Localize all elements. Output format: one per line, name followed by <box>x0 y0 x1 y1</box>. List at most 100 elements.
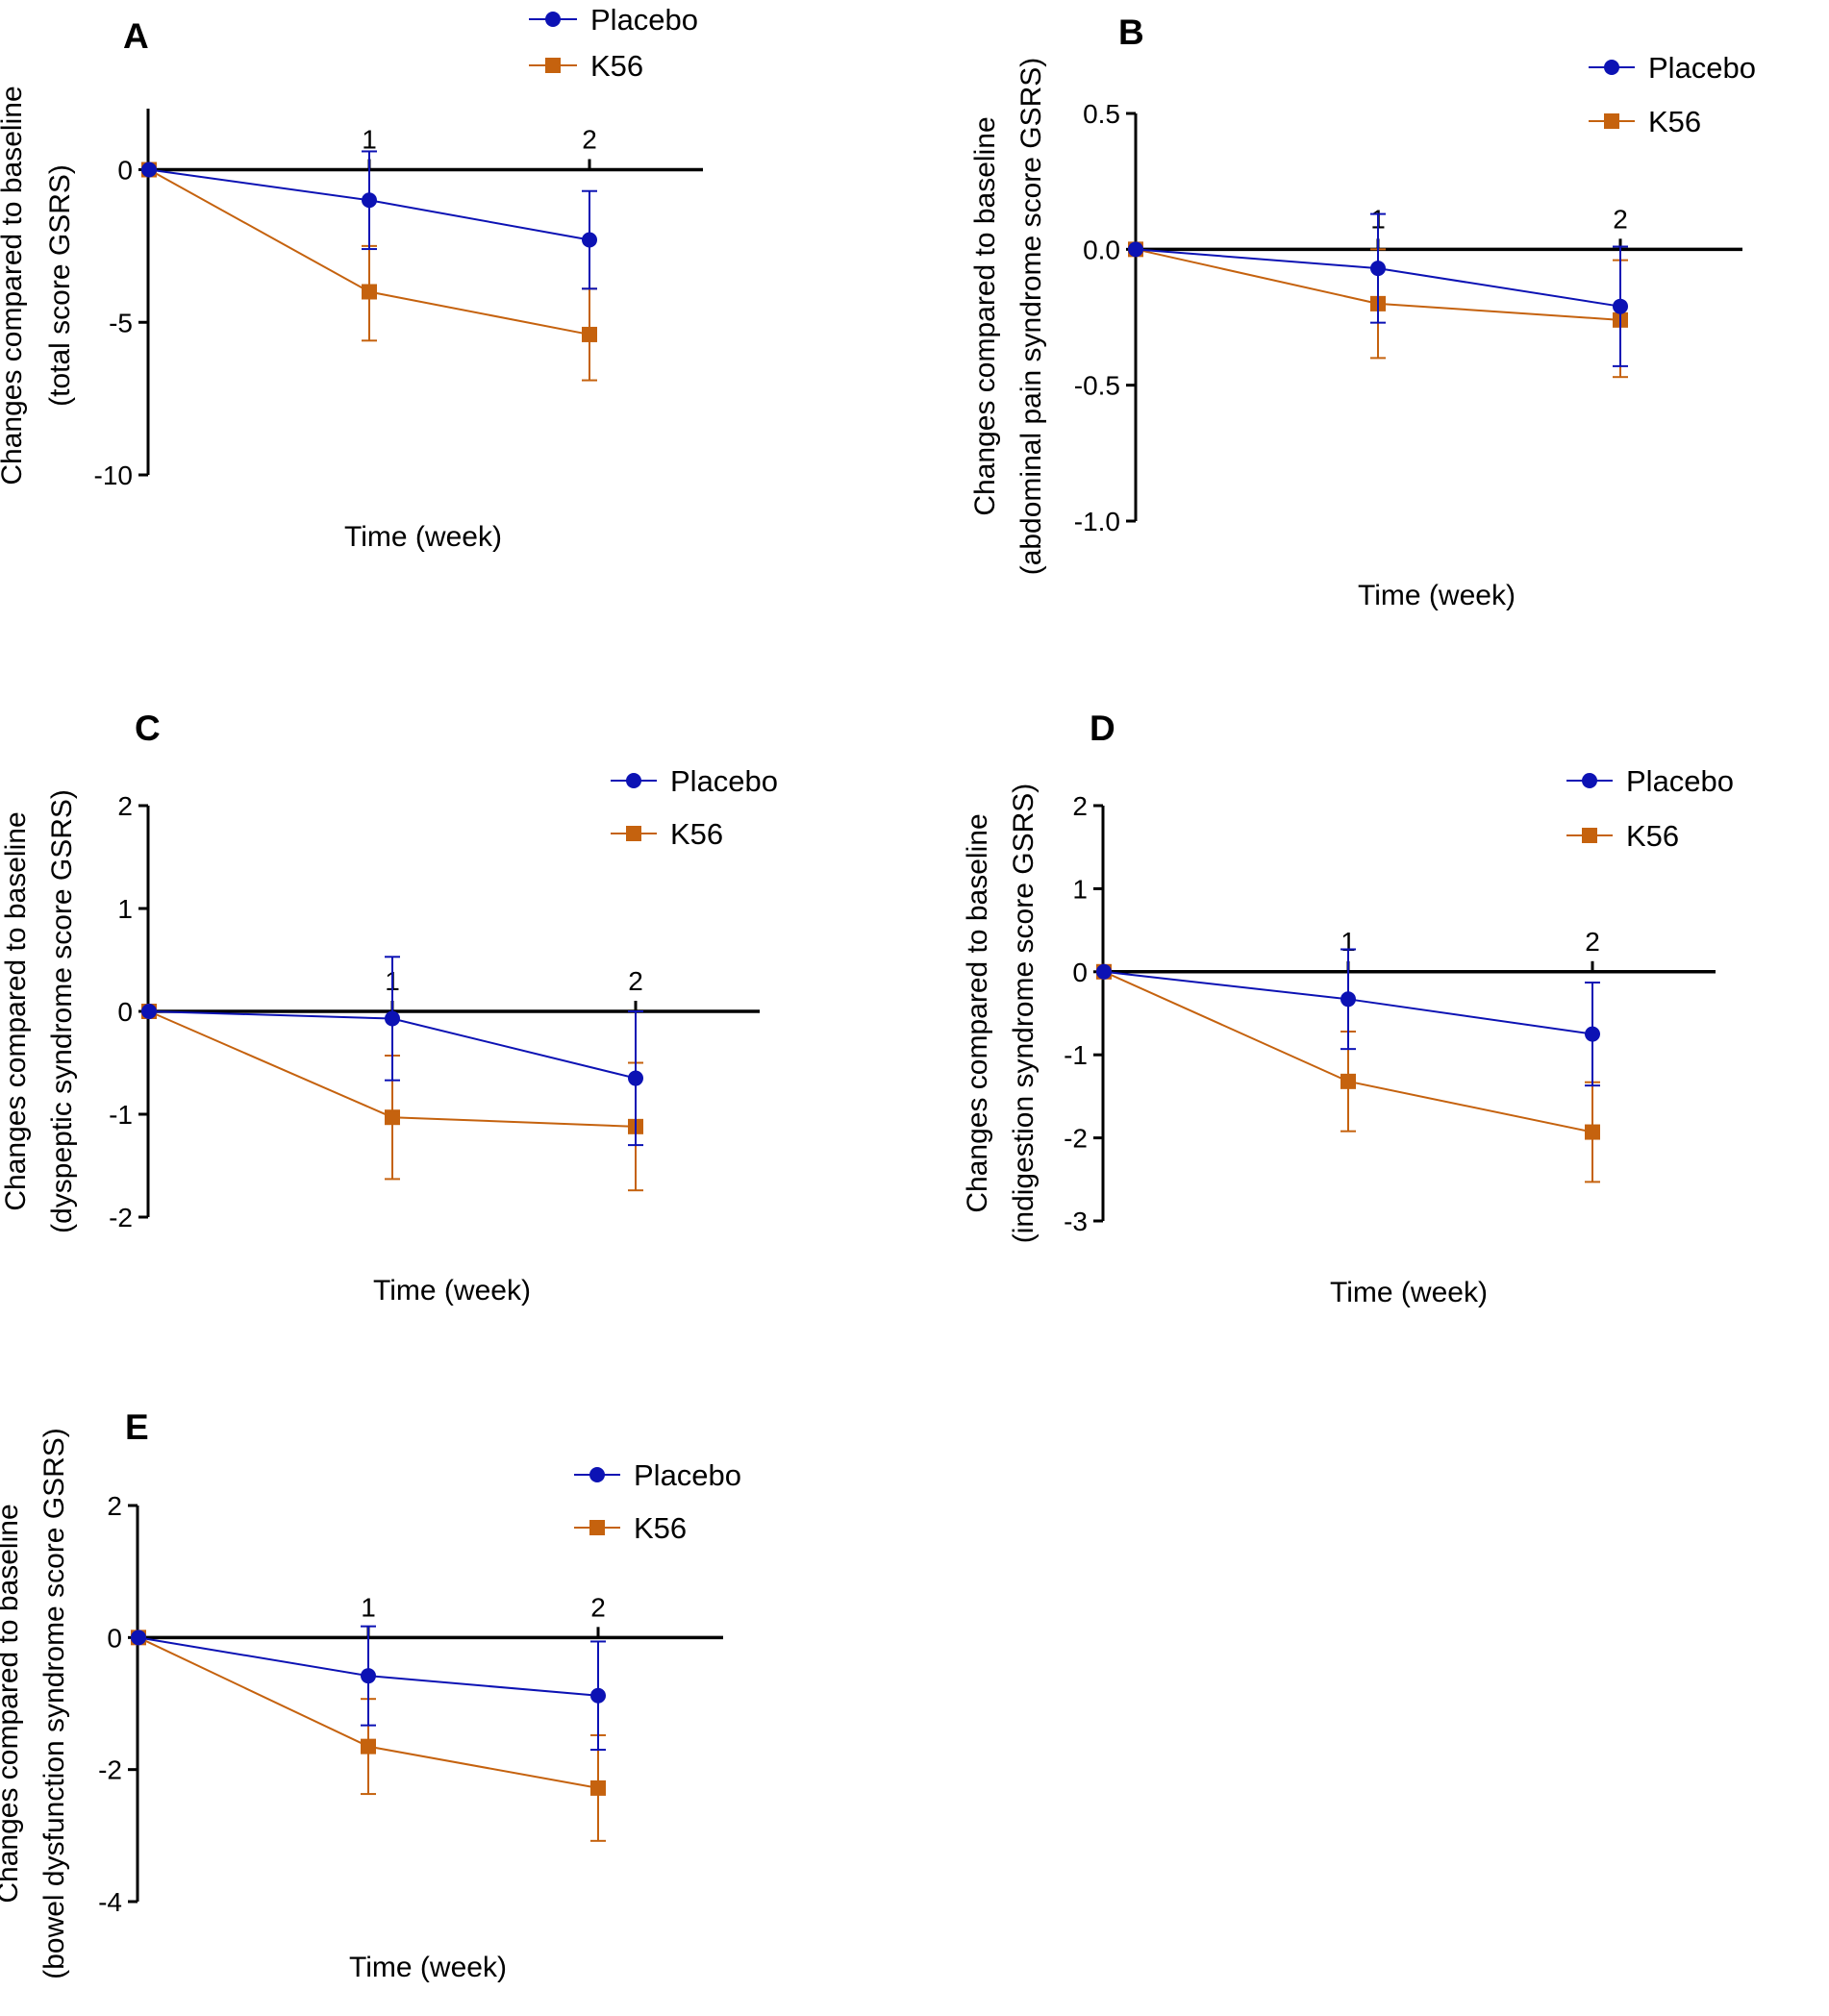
x-axis-label: Time (week) <box>349 1952 507 1983</box>
y-tick-label: -2 <box>109 1203 133 1232</box>
data-point <box>141 1004 157 1019</box>
legend-label: Placebo <box>670 764 778 798</box>
x-tick-label: 2 <box>590 1592 606 1622</box>
legend-label: Placebo <box>1626 764 1734 798</box>
y-tick-label: 0 <box>1072 958 1088 987</box>
legend-marker <box>589 1520 605 1535</box>
legend-marker <box>545 58 561 73</box>
panel-letter: C <box>135 709 161 748</box>
data-point <box>1128 241 1143 258</box>
legend: Placebo K56 <box>529 3 698 83</box>
y-tick-label: -0.5 <box>1074 371 1120 401</box>
panel-letter: B <box>1118 12 1144 52</box>
legend-marker <box>1604 113 1619 129</box>
data-point <box>628 1070 643 1086</box>
y-tick-label: -1 <box>1064 1040 1088 1070</box>
x-axis-label: Time (week) <box>1330 1277 1488 1308</box>
y-axis-label: Changes compared to baseline <box>0 811 32 1210</box>
legend-label: K56 <box>1626 819 1679 853</box>
y-tick-label: -10 <box>94 460 133 490</box>
legend-marker <box>545 12 561 27</box>
data-point <box>141 162 157 178</box>
x-tick-label: 2 <box>1613 204 1628 234</box>
legend-marker <box>1582 773 1597 788</box>
data-point <box>131 1630 146 1646</box>
legend-label: Placebo <box>590 3 698 37</box>
y-axis-label: Changes compared to baseline <box>962 813 993 1212</box>
x-tick-label: 1 <box>361 1592 376 1622</box>
x-axis-label: Time (week) <box>373 1275 531 1307</box>
data-point <box>361 1738 376 1755</box>
y-axis-label: (dyspeptic syndrome score GSRS) <box>46 789 78 1233</box>
legend: Placebo K56 <box>574 1458 741 1545</box>
data-point <box>385 1109 400 1126</box>
y-axis-label: Changes compared to baseline <box>969 116 1001 515</box>
y-tick-label: -2 <box>1064 1124 1088 1154</box>
data-point <box>1340 1073 1356 1089</box>
data-point <box>582 326 597 342</box>
y-tick-label: 0.0 <box>1083 235 1120 264</box>
y-tick-label: 1 <box>117 894 133 924</box>
panel-e: E 2 0 -2 -4 1 2 Changes compared to baseline (bo… <box>0 1407 741 1983</box>
data-point <box>1340 991 1356 1008</box>
y-tick-label: -4 <box>98 1887 122 1917</box>
legend-marker <box>589 1467 605 1482</box>
legend: Placebo K56 <box>1589 51 1756 138</box>
data-point <box>590 1780 606 1796</box>
y-axis-label: (total score GSRS) <box>44 164 76 407</box>
legend-marker <box>1604 60 1619 75</box>
series-placebo <box>131 1625 606 1752</box>
panel-letter: D <box>1090 709 1115 748</box>
data-point <box>385 1010 400 1027</box>
data-point <box>590 1687 606 1704</box>
panel-letter: E <box>125 1407 149 1447</box>
y-tick-label: 2 <box>1072 791 1088 821</box>
data-point <box>1370 261 1386 277</box>
data-point <box>582 232 597 248</box>
data-point <box>1096 963 1112 980</box>
legend-label: K56 <box>670 817 723 851</box>
legend-label: Placebo <box>634 1458 741 1492</box>
legend-marker <box>1582 828 1597 843</box>
x-tick-label: 1 <box>362 125 377 155</box>
legend-marker <box>626 773 641 788</box>
x-tick-label: 2 <box>1585 927 1600 957</box>
y-tick-label: -3 <box>1064 1207 1088 1236</box>
legend: Placebo K56 <box>1566 764 1734 853</box>
x-tick-label: 2 <box>582 125 597 155</box>
legend: Placebo K56 <box>611 764 778 851</box>
y-tick-label: -2 <box>98 1755 122 1785</box>
y-tick-label: 0 <box>107 1623 122 1653</box>
x-axis-label: Time (week) <box>344 521 502 553</box>
x-axis-label: Time (week) <box>1358 580 1516 611</box>
y-axis-label: Changes compared to baseline <box>0 86 28 485</box>
x-tick-label: 2 <box>628 966 643 996</box>
y-tick-label: 0 <box>117 156 133 186</box>
data-point <box>1585 1026 1600 1042</box>
data-point <box>362 192 377 209</box>
legend-marker <box>626 826 641 841</box>
data-point <box>362 284 377 300</box>
legend-label: K56 <box>1648 105 1701 138</box>
legend-label: K56 <box>590 49 643 83</box>
legend-label: K56 <box>634 1511 687 1545</box>
y-tick-label: 2 <box>117 791 133 821</box>
y-tick-label: 2 <box>107 1491 122 1521</box>
y-tick-label: -5 <box>109 308 133 337</box>
y-axis-label: (bowel dysfunction syndrome score GSRS) <box>38 1428 70 1979</box>
y-tick-label: 1 <box>1072 874 1088 904</box>
y-tick-label: -1 <box>109 1100 133 1130</box>
y-axis-label: (indigestion syndrome score GSRS) <box>1008 784 1040 1244</box>
y-tick-label: 0.5 <box>1083 99 1120 129</box>
data-point <box>1585 1124 1600 1140</box>
legend-label: Placebo <box>1648 51 1756 85</box>
data-point <box>361 1668 376 1684</box>
panel-a: A 0 -5 -10 1 2 Changes compared to baseline (to… <box>0 3 703 553</box>
y-tick-label: -1.0 <box>1074 507 1120 536</box>
series-placebo <box>141 956 643 1147</box>
data-point <box>1613 298 1628 314</box>
